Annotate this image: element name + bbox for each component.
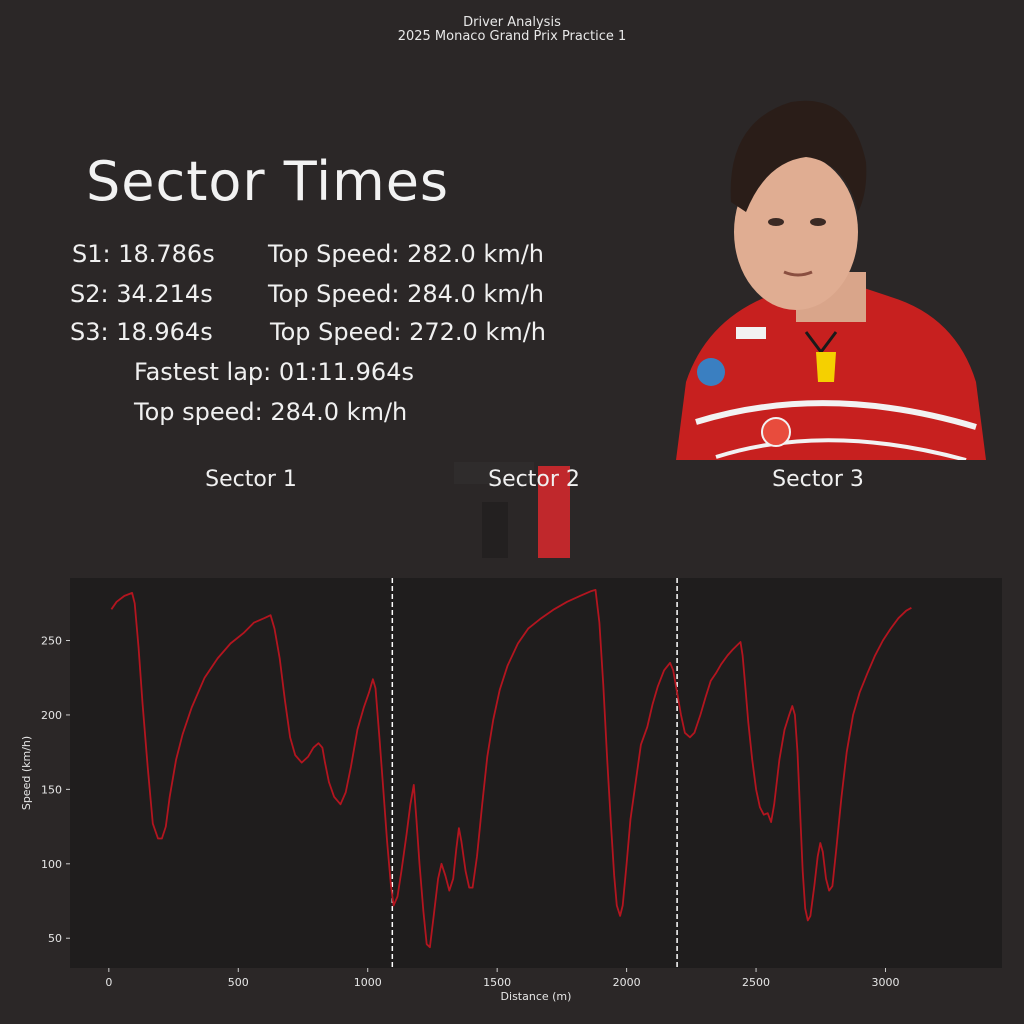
x-tick-label: 3000 (872, 976, 900, 989)
sector-2-top-speed: Top Speed: 284.0 km/h (268, 280, 544, 308)
f1-logo-icon (454, 462, 570, 558)
y-axis-label: Speed (km/h) (20, 736, 33, 810)
sector-1-time: S1: 18.786s (72, 240, 215, 268)
x-tick-label: 2000 (613, 976, 641, 989)
x-axis-label: Distance (m) (501, 990, 572, 1003)
sector-times-title: Sector Times (86, 150, 450, 213)
driver-portrait (676, 100, 986, 460)
y-tick-label: 100 (41, 858, 62, 871)
header-line-1: Driver Analysis (463, 15, 561, 30)
y-tick-label: 150 (41, 783, 62, 796)
x-tick-label: 2500 (742, 976, 770, 989)
sector-1-label: Sector 1 (205, 467, 297, 492)
fastest-lap: Fastest lap: 01:11.964s (134, 358, 414, 386)
sector-3-label: Sector 3 (772, 467, 864, 492)
header-line-2: 2025 Monaco Grand Prix Practice 1 (397, 29, 627, 44)
x-tick-label: 500 (228, 976, 249, 989)
sector-2-label: Sector 2 (488, 467, 580, 492)
sector-1-top-speed: Top Speed: 282.0 km/h (268, 240, 544, 268)
sector-3-time: S3: 18.964s (70, 318, 213, 346)
y-tick-label: 200 (41, 709, 62, 722)
chart-header: Driver Analysis 2025 Monaco Grand Prix P… (0, 16, 1024, 44)
sector-2-time: S2: 34.214s (70, 280, 213, 308)
overall-top-speed: Top speed: 284.0 km/h (134, 398, 408, 426)
y-tick-label: 250 (41, 635, 62, 648)
x-tick-label: 1000 (354, 976, 382, 989)
x-tick-label: 1500 (483, 976, 511, 989)
sector-3-top-speed: Top Speed: 272.0 km/h (270, 318, 546, 346)
plot-area (70, 578, 1002, 968)
speed-series-line (110, 589, 912, 949)
y-tick-label: 50 (48, 932, 62, 945)
speed-chart: 0 500 1000 1500 2000 2500 3000 50 100 150 200 250 D… (20, 578, 1002, 1003)
x-tick-label: 0 (105, 976, 112, 989)
